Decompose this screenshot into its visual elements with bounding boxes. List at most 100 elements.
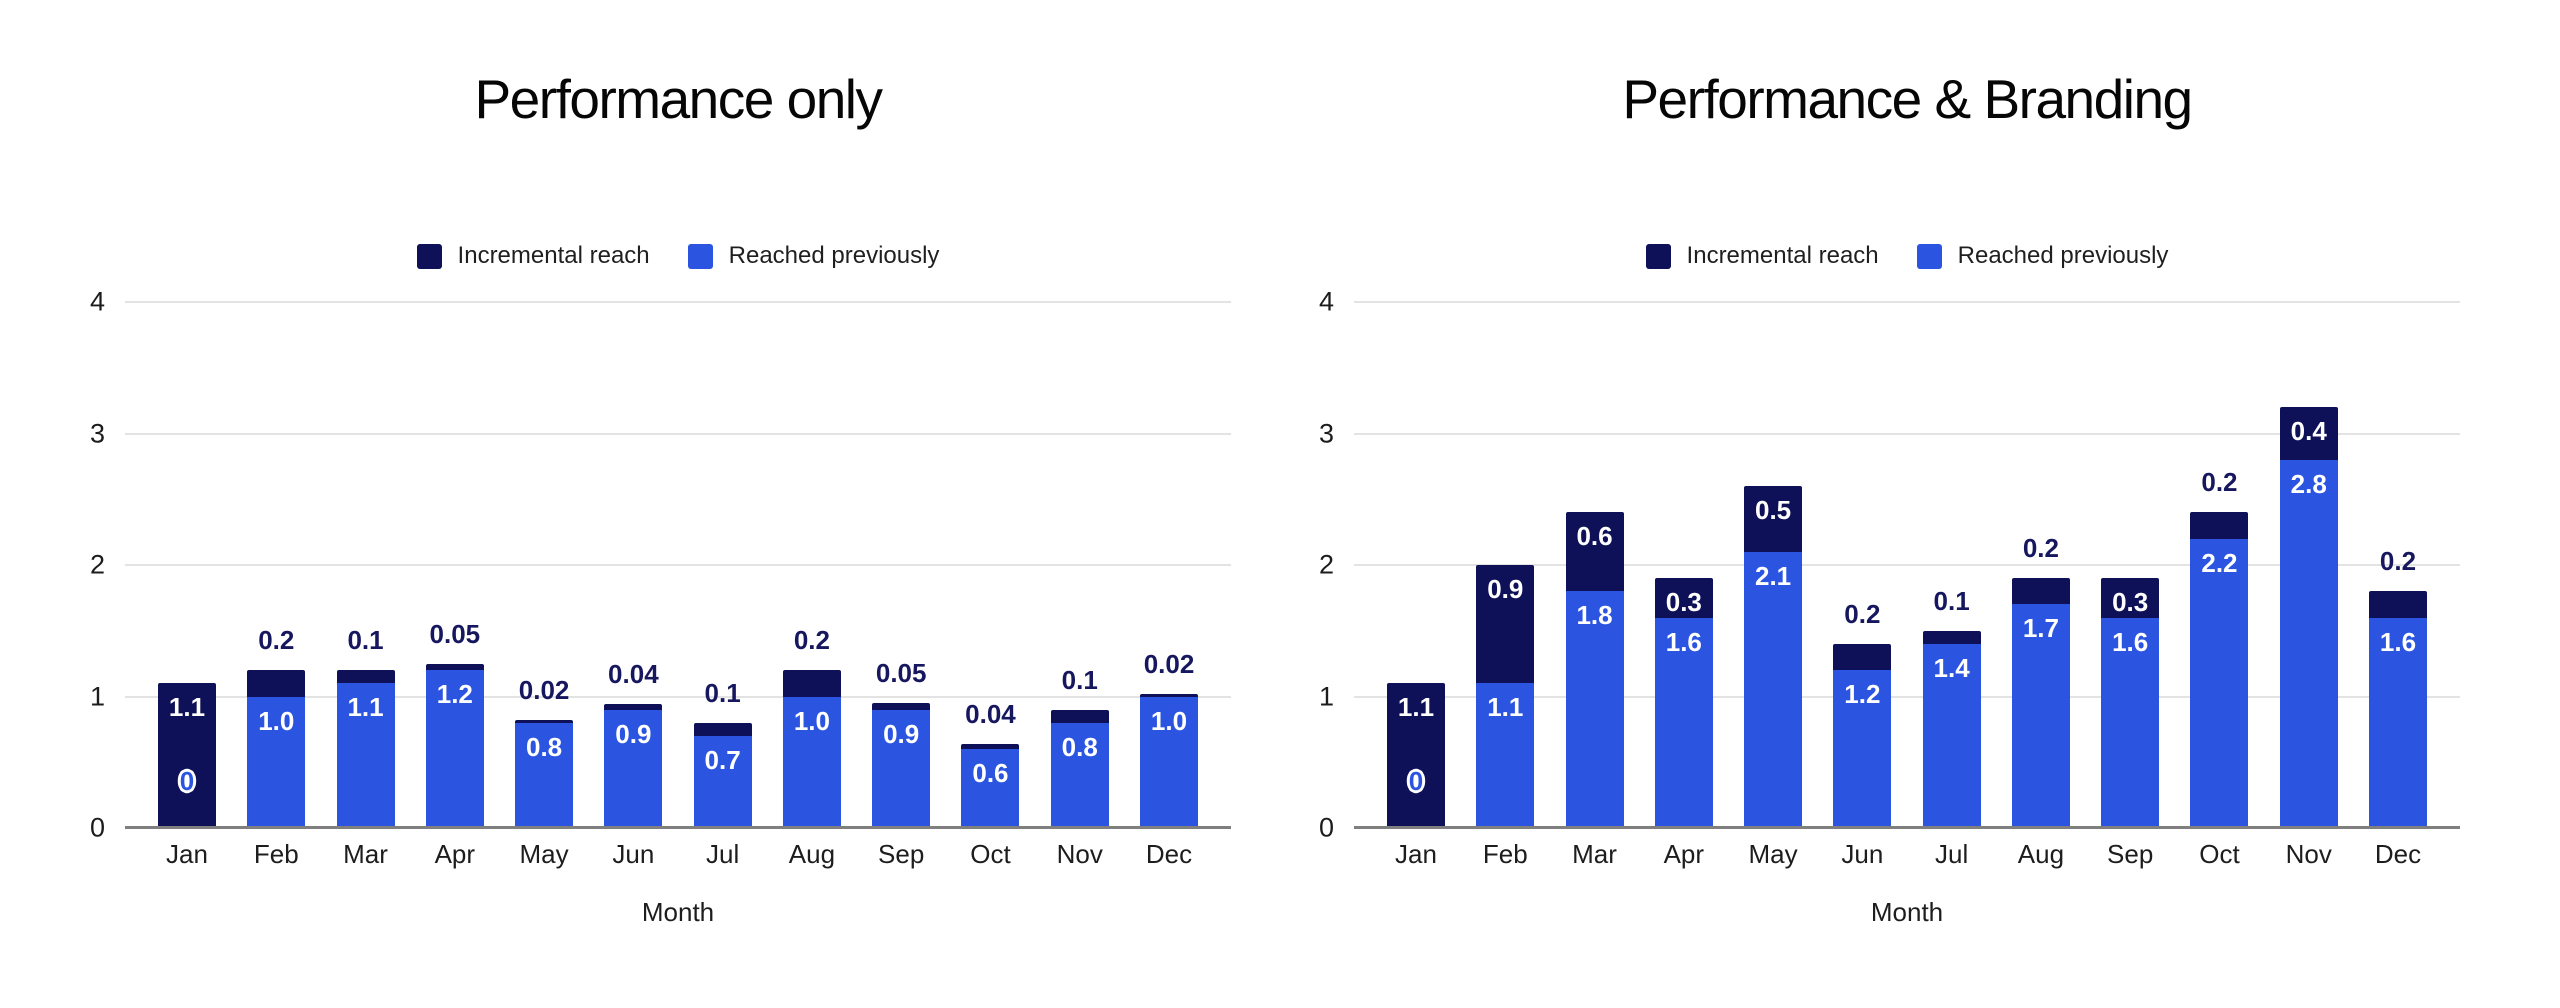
bar-segment-reached-previously [1654,617,1713,828]
y-axis-tick-label: 2 [1318,549,1334,580]
x-axis-tick-label: Jul [706,839,740,869]
bar-value-label-reached-previously: 0.6 [972,758,1009,789]
bar-value-label-incremental-reach: 1.1 [1397,692,1435,723]
bar-value-label-incremental-reach: 0.02 [1143,648,1195,679]
bar-value-label-incremental-reach: 0.05 [875,658,927,689]
x-axis-tick-label: Mar [343,839,388,869]
bar-segment-incremental-reach [2011,578,2070,605]
x-axis-tick-label: Dec [1145,839,1193,869]
x-axis-tick-label: Oct [2199,839,2240,869]
bar-segment-incremental-reach [1140,693,1198,697]
gridline [1354,564,2460,566]
bar-value-label-reached-previously-zero: 0 [1408,766,1424,796]
x-axis-tick-label: Jul [1935,839,1969,869]
legend-label: Reached previously [728,242,940,269]
bar-segment-reached-previously [515,722,574,828]
chart-title: Performance only [474,68,883,130]
x-axis-tick-label: Jun [1841,839,1884,869]
bar-segment-incremental-reach [336,670,395,684]
gridline [1354,695,2460,698]
bar-value-label-incremental-reach: 0.6 [1576,521,1613,552]
bar-value-label-reached-previously: 1.0 [258,705,295,736]
bar-value-label-incremental-reach: 0.04 [965,698,1016,729]
x-axis-tick-label: Apr [1663,839,1705,869]
y-axis-tick-label: 3 [89,418,105,448]
bar-segment-reached-previously [336,683,395,828]
y-axis-tick-label: 1 [89,681,105,711]
legend-swatch-reached-previously [1916,243,1942,269]
bar-value-label-incremental-reach: 0.2 [2022,533,2059,564]
bar-segment-incremental-reach [1744,486,1803,552]
legend-label: Reached previously [1957,242,2169,269]
bar-segment-reached-previously [2011,604,2070,828]
bar-segment-incremental-reach [782,670,841,697]
bar-value-label-incremental-reach: 0.1 [704,677,741,708]
y-axis-tick-label: 0 [89,812,105,843]
bar-segment-reached-previously [693,735,752,828]
bar-segment-reached-previously [247,696,306,828]
bar-value-label-reached-previously: 1.8 [1576,600,1613,631]
bar-segment-incremental-reach [247,670,306,697]
x-axis-tick-label: Sep [2107,839,2154,869]
x-axis-tick-label: Sep [878,839,925,869]
bar-segment-reached-previously [782,696,841,828]
bar-value-label-reached-previously: 1.4 [1933,652,1970,683]
bar-value-label-reached-previously: 2.2 [2201,547,2238,578]
bar-segment-incremental-reach [1654,578,1713,618]
bar-value-label-reached-previously: 1.1 [1487,692,1524,723]
bar-value-label-reached-previously: 1.6 [2112,626,2149,657]
x-axis-tick-label: Aug [788,839,836,869]
bar-value-label-reached-previously: 0.9 [615,718,652,749]
bar-value-label-incremental-reach: 0.2 [1844,598,1881,629]
bar-value-label-reached-previously: 0.9 [883,718,920,749]
chart-title: Performance & Branding [1622,68,2193,130]
y-axis-tick-label: 3 [1318,418,1334,448]
bar-segment-reached-previously [2190,538,2249,828]
legend-item-incremental-reach: Incremental reach [416,242,650,270]
bar-segment-incremental-reach [1922,630,1981,644]
bar-value-label-reached-previously: 1.0 [1150,705,1188,736]
chart-legend: Incremental reach Reached previously [1354,240,2460,272]
x-axis-tick-label: Nov [1056,839,1103,869]
legend-swatch-reached-previously [687,243,713,269]
x-axis-tick-label: Feb [253,839,299,869]
bar-value-label-reached-previously: 1.7 [2022,613,2059,644]
y-axis-tick-label: 0 [1318,812,1334,843]
bar-value-label-reached-previously: 1.6 [2379,626,2417,657]
bar-value-label-incremental-reach: 0.02 [518,675,570,706]
bar-value-label-reached-previously: 1.1 [347,692,384,723]
bar-segment-reached-previously [1565,591,1624,828]
x-axis-line [1354,826,2460,829]
bar-value-label-incremental-reach: 1.1 [168,692,206,723]
bar-value-label-reached-previously: 1.6 [1665,626,1702,657]
gridline [125,695,1231,698]
bar-value-label-reached-previously: 0.8 [526,731,563,762]
plot-area: Month 0 1 2 3 4 0 1.1 Jan 1.0 0.2 Feb 1.1 0.1 Mar 1.2 0… [90,287,1231,927]
bar-segment-incremental-reach [2279,407,2338,460]
bar-segment-incremental-reach [2190,512,2249,539]
bar-value-label-incremental-reach: 0.4 [2290,416,2327,447]
gridline [1354,301,2460,303]
bar-value-label-reached-previously-zero: 0 [179,766,195,796]
bar-value-label-incremental-reach: 0.1 [1061,664,1098,695]
bar-segment-incremental-reach [1833,643,1892,671]
bar-segment-reached-previously [1833,670,1892,828]
x-axis-tick-label: May [1748,839,1798,869]
y-axis-tick-label: 1 [1318,681,1334,711]
bar-value-label-reached-previously: 1.2 [436,679,473,710]
bar-segment-incremental-reach [604,704,663,710]
bar-value-label-incremental-reach: 0.1 [347,625,384,656]
gridline [125,301,1231,303]
bar-segment-incremental-reach [2369,591,2427,618]
bar-value-label-reached-previously: 1.0 [793,705,830,736]
bar-value-label-incremental-reach: 0.04 [608,659,659,690]
x-axis-tick-label: Aug [2017,839,2065,869]
legend-label: Incremental reach [1686,242,1879,269]
x-axis-tick-label: Nov [2285,839,2332,869]
bar-segment-reached-previously [2101,617,2160,828]
bar-value-label-incremental-reach: 0.05 [429,618,481,649]
legend-item-reached-previously: Reached previously [687,242,940,270]
bar-segment-reached-previously [425,670,484,828]
gridline [125,432,1231,435]
